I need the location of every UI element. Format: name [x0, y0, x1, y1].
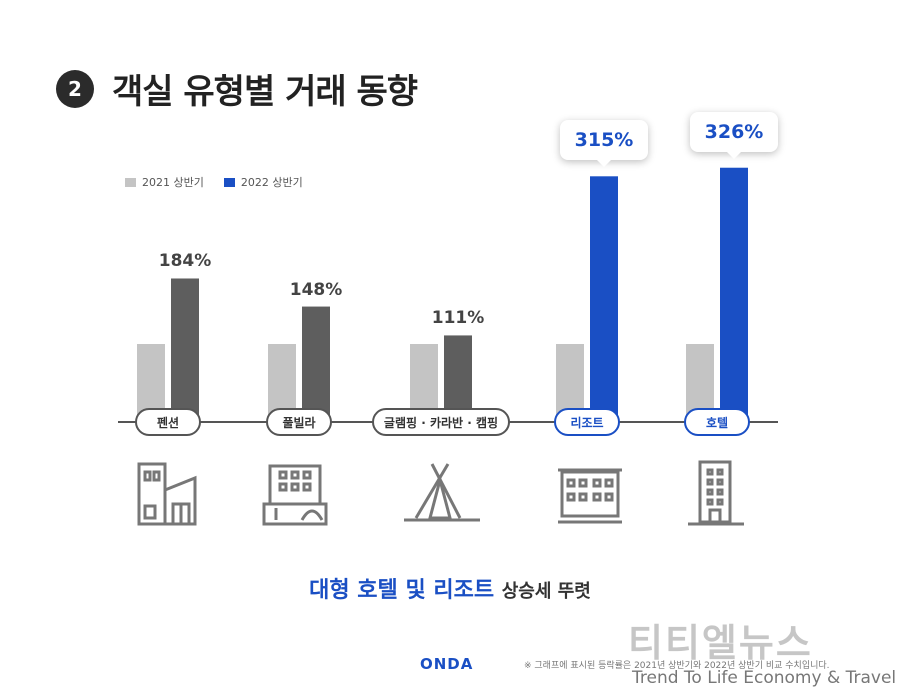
- pension-building-icon: [137, 462, 197, 526]
- resort-building-icon: [558, 468, 622, 524]
- data-label-0: 184%: [158, 251, 212, 272]
- bar-2022-1: [302, 306, 330, 422]
- pool-villa-icon: [262, 464, 328, 526]
- bar-2022-2: [444, 335, 472, 422]
- summary-rest: 상승세 뚜렷: [501, 581, 591, 602]
- data-label-1: 148%: [289, 279, 343, 300]
- category-label-2: 글램핑 · 카라반 · 캠핑: [372, 408, 510, 436]
- legend-item-2021: 2021 상반기: [125, 174, 204, 190]
- chart-legend: 2021 상반기 2022 상반기: [125, 174, 303, 190]
- legend-item-2022: 2022 상반기: [223, 174, 303, 190]
- data-callout-4: 326%: [690, 111, 778, 159]
- watermark-subtitle: Trend To Life Economy & Travel: [632, 668, 897, 688]
- category-label-0: 펜션: [135, 408, 201, 436]
- category-label-4: 호텔: [684, 408, 750, 436]
- hotel-building-icon: [688, 460, 744, 526]
- legend-label-2021: 2021 상반기: [142, 176, 204, 189]
- page-title: 객실 유형별 거래 동향: [112, 72, 418, 112]
- onda-logo: ONDA: [420, 655, 474, 673]
- bar-2022-0: [171, 278, 199, 422]
- category-label-3: 리조트: [554, 408, 620, 436]
- legend-swatch-2022: [223, 177, 235, 187]
- footnote: ※ 그래프에 표시된 등락률은 2021년 상반기와 2022년 상반기 비교 …: [524, 661, 830, 671]
- data-callout-3: 315%: [560, 120, 648, 168]
- legend-label-2022: 2022 상반기: [240, 176, 303, 189]
- bar-2022-4: [720, 167, 748, 422]
- data-label-2: 111%: [431, 308, 485, 329]
- bar-2022-3: [590, 176, 618, 422]
- legend-swatch-2021: [125, 177, 136, 187]
- category-label-1: 풀빌라: [266, 408, 332, 436]
- section-number-badge: 2: [56, 70, 94, 108]
- watermark-title: 티티엘뉴스: [628, 621, 813, 665]
- summary-text: 대형 호텔 및 리조트 상승세 뚜렷: [0, 572, 900, 604]
- glamping-tent-icon: [404, 463, 480, 522]
- summary-highlight: 대형 호텔 및 리조트: [309, 578, 495, 603]
